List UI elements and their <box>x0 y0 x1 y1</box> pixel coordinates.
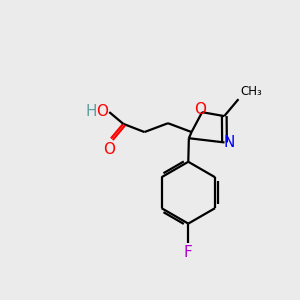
Text: O: O <box>103 142 116 157</box>
Text: O: O <box>194 102 206 117</box>
Text: N: N <box>223 135 235 150</box>
Text: CH₃: CH₃ <box>240 85 262 98</box>
Text: H: H <box>85 104 97 119</box>
Text: F: F <box>184 245 193 260</box>
Text: O: O <box>96 104 108 119</box>
